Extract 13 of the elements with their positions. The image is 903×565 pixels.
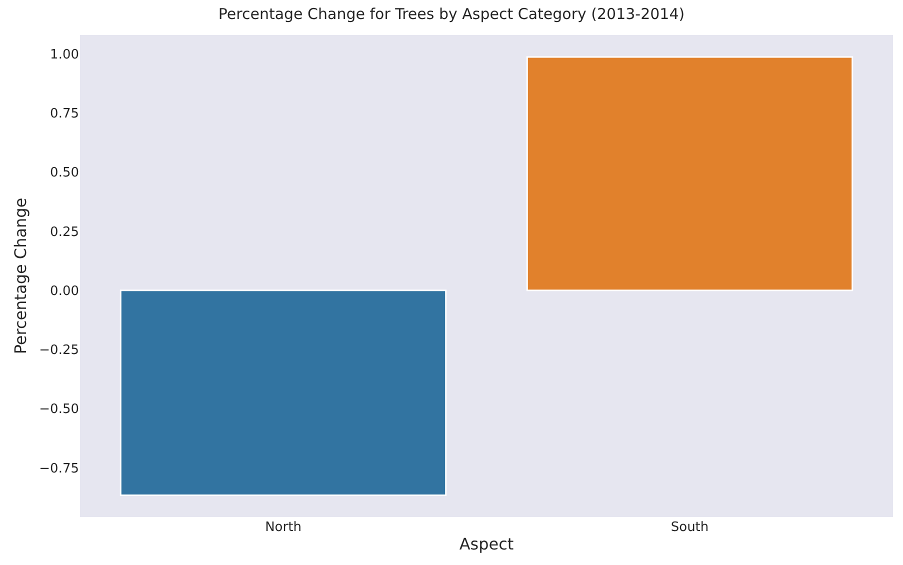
- y-tick-label: 0.25: [50, 224, 79, 240]
- y-tick-label: −0.75: [39, 461, 79, 476]
- y-tick-label: −0.25: [39, 343, 79, 358]
- y-axis-title: Percentage Change: [11, 198, 30, 354]
- y-tick-label: 0.50: [50, 166, 79, 181]
- y-tick-label: 1.00: [50, 47, 79, 62]
- x-tick-label: South: [670, 520, 709, 535]
- y-tick-label: 0.75: [50, 106, 79, 122]
- x-axis-title: Aspect: [459, 534, 514, 554]
- x-tick-label: North: [265, 520, 302, 535]
- y-tick-label: −0.50: [39, 402, 79, 418]
- chart-title: Percentage Change for Trees by Aspect Category (2013-2014): [218, 4, 685, 23]
- y-tick-label: 0.00: [50, 284, 79, 299]
